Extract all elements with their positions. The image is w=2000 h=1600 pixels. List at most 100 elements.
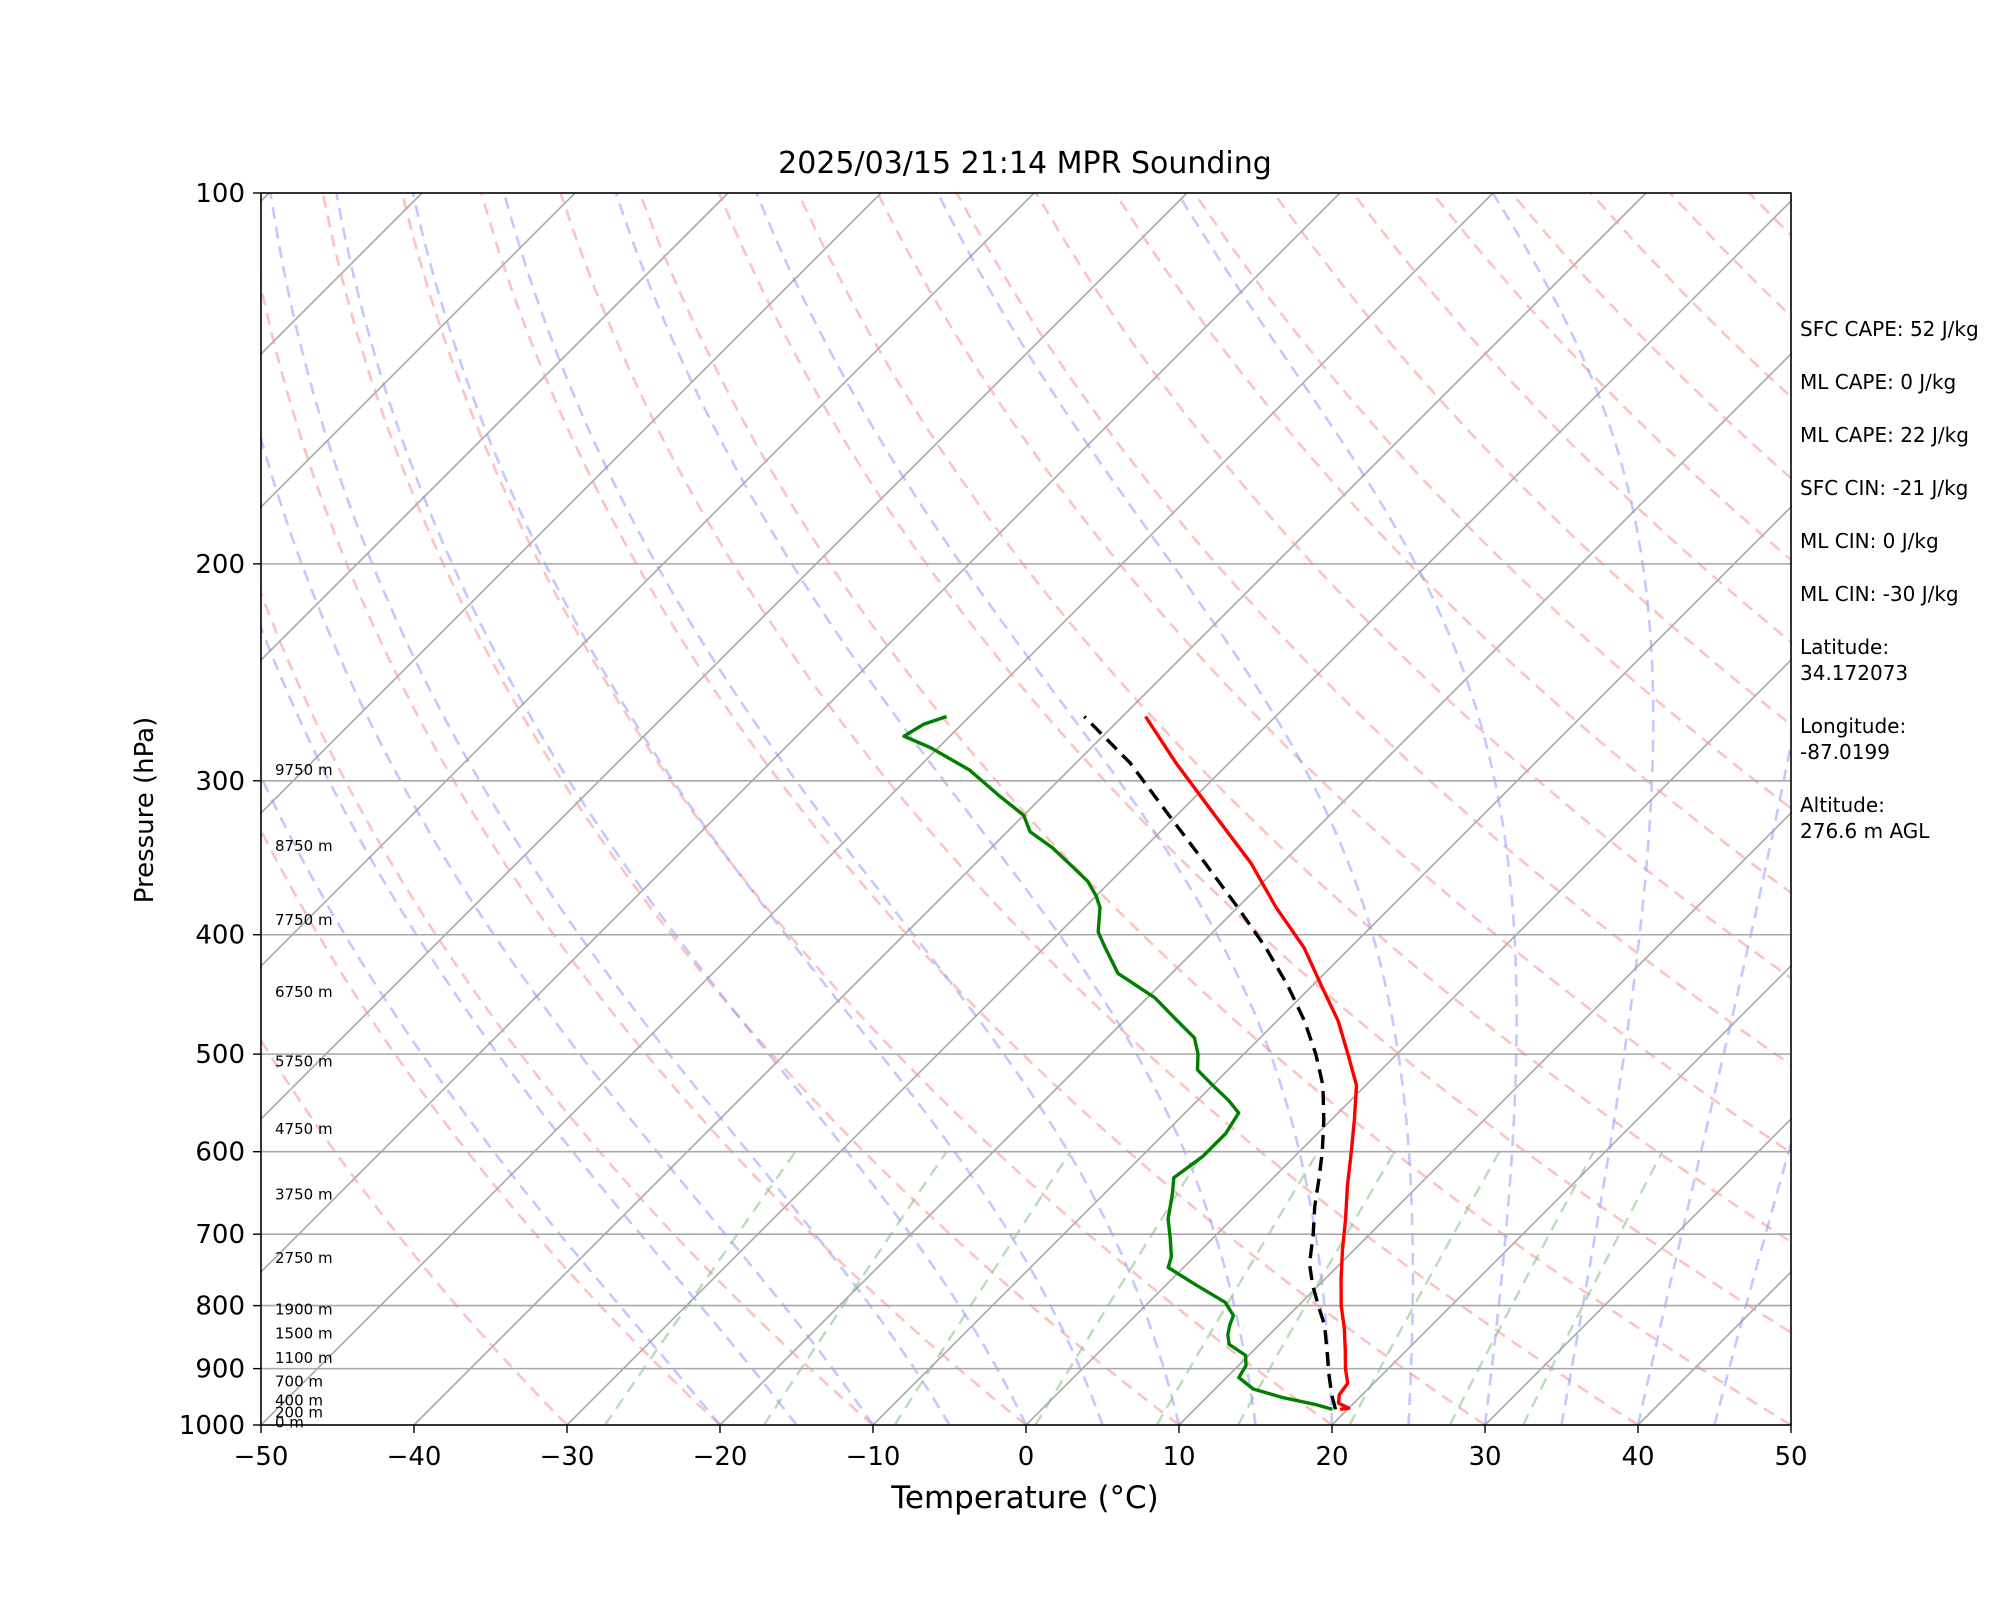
mixing-ratio-line xyxy=(1034,1151,1205,1425)
dry-adiabat xyxy=(479,193,1486,1425)
moist-adiabat xyxy=(936,193,1415,1425)
height-label: 200 m xyxy=(275,1404,323,1422)
stat-ml-cin: ML CIN: 0 J/kg xyxy=(1800,529,1939,553)
height-label: 5750 m xyxy=(275,1053,333,1071)
x-axis-label: Temperature (°C) xyxy=(890,1480,1159,1516)
y-tick-label: 200 xyxy=(195,550,245,580)
y-axis-label: Pressure (hPa) xyxy=(130,717,160,904)
x-tick-label: 30 xyxy=(1468,1442,1501,1472)
isotherm xyxy=(872,504,1792,1425)
mixing-ratio-line xyxy=(603,1151,797,1425)
mixing-ratio-line xyxy=(1155,1151,1320,1425)
height-label: 6750 m xyxy=(275,983,333,1001)
isotherm xyxy=(1178,810,1792,1425)
height-label: 0 m xyxy=(275,1413,304,1431)
y-tick-label: 700 xyxy=(195,1220,245,1250)
y-tick-label: 300 xyxy=(195,767,245,797)
x-axis-ticks: −50 −40 −30 −20 −10 0 10 20 30 40 50 xyxy=(234,1425,1808,1472)
height-label: 700 m xyxy=(275,1373,323,1391)
isotherm xyxy=(260,193,1188,1122)
stat-longitude: Longitude: -87.0199 xyxy=(1800,714,1907,764)
mixing-ratio-line xyxy=(762,1151,948,1425)
dry-adiabat xyxy=(400,193,1333,1425)
dewpoint-line xyxy=(902,714,1333,1411)
moist-adiabat xyxy=(335,193,1028,1425)
isotherm xyxy=(413,193,1647,1425)
plot-frame xyxy=(260,192,1792,1426)
x-tick-label: 50 xyxy=(1774,1442,1807,1472)
stat-sfc-cape: SFC CAPE: 52 J/kg xyxy=(1800,317,1979,341)
height-label: 1900 m xyxy=(275,1301,333,1319)
moist-adiabat xyxy=(502,193,1181,1425)
y-tick-label: 100 xyxy=(195,179,245,209)
x-tick-label: 20 xyxy=(1315,1442,1348,1472)
dry-adiabat xyxy=(321,193,1180,1425)
y-axis-ticks: 100 200 300 400 500 600 700 800 900 1000 xyxy=(179,179,261,1441)
temperature-line xyxy=(1144,715,1359,1411)
stat-ml-cape: ML CAPE: 0 J/kg xyxy=(1800,370,1957,394)
isotherm xyxy=(260,193,882,816)
x-tick-label: 0 xyxy=(1018,1442,1035,1472)
y-tick-label: 400 xyxy=(195,921,245,951)
x-tick-label: −50 xyxy=(234,1442,289,1472)
mixing-ratio-line xyxy=(1236,1151,1396,1425)
moist-adiabat xyxy=(1636,731,1792,1425)
isotherm xyxy=(1331,963,1792,1425)
x-tick-label: 40 xyxy=(1621,1442,1654,1472)
y-tick-label: 1000 xyxy=(179,1411,245,1441)
moist-adiabat xyxy=(411,193,1104,1425)
isotherm xyxy=(260,193,1341,1275)
isotherm xyxy=(1025,657,1792,1425)
x-tick-label: −40 xyxy=(387,1442,442,1472)
height-label: 9750 m xyxy=(275,761,333,779)
moist-adiabat xyxy=(1713,1135,1792,1425)
dry-adiabat xyxy=(797,193,1792,1245)
moist-adiabat xyxy=(614,193,1257,1425)
y-tick-label: 900 xyxy=(195,1355,245,1385)
dry-adiabat xyxy=(876,193,1792,1155)
dry-adiabat xyxy=(1272,193,1792,728)
moist-adiabat xyxy=(260,430,875,1425)
isotherm xyxy=(260,193,729,663)
moist-adiabat xyxy=(1176,193,1518,1425)
dry-adiabat xyxy=(638,193,1792,1425)
y-tick-label: 800 xyxy=(195,1292,245,1322)
height-label: 2750 m xyxy=(275,1249,333,1267)
dry-adiabat xyxy=(717,193,1792,1335)
stat-ml-cin-2: ML CIN: -30 J/kg xyxy=(1800,582,1959,606)
dry-adiabat xyxy=(260,275,1027,1425)
height-label: 1500 m xyxy=(275,1325,333,1343)
moist-adiabat xyxy=(1491,193,1655,1425)
dry-adiabat xyxy=(260,825,721,1425)
height-label: 8750 m xyxy=(275,837,333,855)
parcel-line xyxy=(1083,715,1338,1410)
dry-adiabat xyxy=(260,1036,568,1425)
stat-sfc-cin: SFC CIN: -21 J/kg xyxy=(1800,476,1969,500)
background-reference-lines xyxy=(0,193,1792,1425)
height-label: 7750 m xyxy=(275,911,333,929)
isotherm xyxy=(1484,1116,1792,1425)
x-tick-label: −20 xyxy=(693,1442,748,1472)
height-label: 400 m xyxy=(275,1391,323,1409)
moist-adiabat xyxy=(260,621,798,1425)
x-tick-label: −10 xyxy=(846,1442,901,1472)
stat-latitude: Latitude: 34.172073 xyxy=(1800,635,1909,685)
isotherm xyxy=(0,193,116,1425)
height-label: 3750 m xyxy=(275,1186,333,1204)
isotherm xyxy=(260,193,1494,1425)
mixing-ratio-line xyxy=(1522,1151,1664,1425)
height-label: 1100 m xyxy=(275,1349,333,1367)
stat-ml-cape-2: ML CAPE: 22 J/kg xyxy=(1800,423,1969,447)
dry-adiabat xyxy=(260,587,874,1425)
x-tick-label: −30 xyxy=(540,1442,595,1472)
isotherm xyxy=(260,193,1035,969)
isotherm xyxy=(260,193,576,510)
chart-title: 2025/03/15 21:14 MPR Sounding xyxy=(778,146,1272,181)
mixing-ratio-line xyxy=(1448,1151,1595,1425)
y-tick-label: 600 xyxy=(195,1138,245,1168)
moist-adiabat xyxy=(269,193,951,1425)
x-tick-label: 10 xyxy=(1162,1442,1195,1472)
dry-adiabat xyxy=(955,193,1792,1068)
isobar-grid xyxy=(261,563,1791,1370)
